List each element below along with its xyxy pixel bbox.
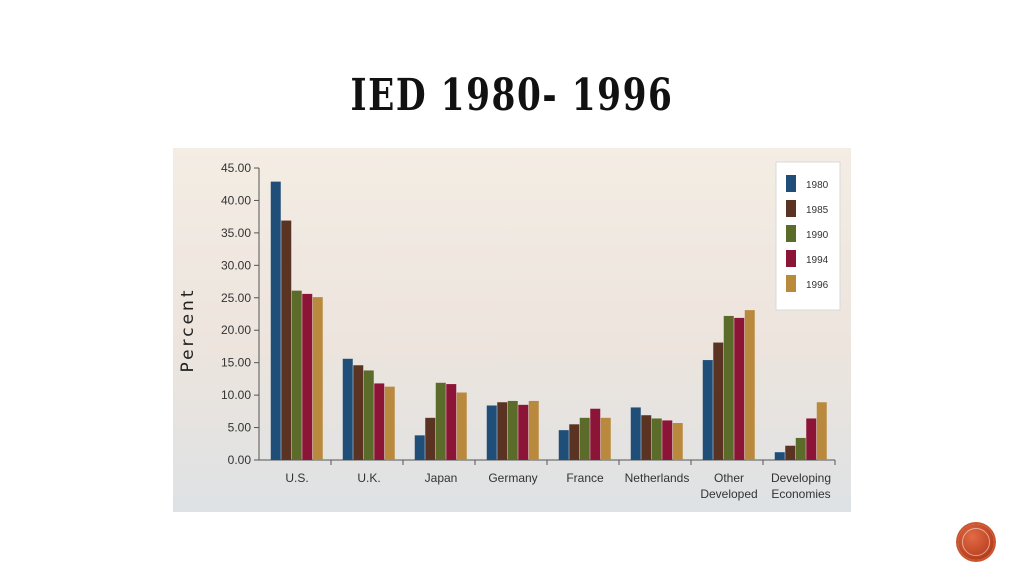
bar [662,420,673,460]
bar [363,370,374,460]
bar [302,293,313,460]
bar [414,435,425,460]
y-tick-label: 0.00 [228,453,252,467]
x-axis: U.S. U.K. Japan Germany France Netherlands Oth… [259,459,836,501]
bar [342,358,353,460]
legend-swatch [786,200,796,217]
page-number-badge [958,524,994,560]
legend-swatch [786,275,796,292]
bar [641,415,652,460]
x-category-label: U.S. [285,471,308,485]
bar [806,418,817,460]
y-axis-label: Percent [178,288,198,373]
y-tick-label: 5.00 [228,421,252,435]
bar [672,423,683,460]
y-tick-label: 10.00 [221,388,251,402]
legend-label: 1990 [806,230,829,241]
bar [590,408,601,460]
x-category-label: Developed [700,487,757,501]
bar [374,383,385,460]
bar [785,445,796,460]
bar [446,384,457,460]
bar [518,404,529,460]
legend-label: 1980 [806,180,829,191]
bar [713,342,724,460]
bar [734,317,745,460]
bar [795,437,806,460]
y-axis: 0.00 5.00 10.00 15.00 20.00 25.00 30.00 35.00 40… [221,161,260,467]
y-tick-label: 25.00 [221,291,251,305]
y-tick-label: 40.00 [221,193,251,207]
y-tick-label: 15.00 [221,356,251,370]
bar-chart: 0.00 5.00 10.00 15.00 20.00 25.00 30.00 35.00 40… [178,161,841,501]
legend-swatch [786,175,796,192]
legend-swatch [786,225,796,242]
bar [702,360,713,460]
chart-panel: 0.00 5.00 10.00 15.00 20.00 25.00 30.00 35.00 40… [173,148,851,512]
bar [816,402,827,460]
x-category-label: Economies [771,487,830,501]
bar [744,310,755,460]
x-category-label: Developing [771,471,831,485]
x-category-label: Germany [488,471,537,485]
bar [723,315,734,460]
bar [353,365,364,460]
legend-label: 1994 [806,255,829,266]
x-category-label: U.K. [357,471,380,485]
bar [312,297,323,460]
bar [497,402,508,460]
bar [486,405,497,460]
legend-label: 1985 [806,205,829,216]
slide-title: IED 1980- 1996 [350,70,674,121]
x-category-label: Netherlands [625,471,690,485]
x-category-label: Other [714,471,744,485]
x-category-label: France [566,471,604,485]
legend: 1980 1985 1990 1994 1996 [775,161,841,311]
y-tick-label: 35.00 [221,226,251,240]
y-tick-label: 30.00 [221,258,251,272]
bar [456,392,467,460]
bar [651,418,662,460]
bar [630,407,641,460]
bar [528,400,539,460]
legend-swatch [786,250,796,267]
x-category-label: Japan [425,471,458,485]
bar [425,417,436,460]
page-number-badge-ring [962,528,990,556]
bar [270,181,281,461]
legend-label: 1996 [806,280,829,291]
bar [774,452,785,460]
y-tick-label: 45.00 [221,161,251,175]
bar [281,220,292,460]
y-tick-label: 20.00 [221,323,251,337]
bar [579,417,590,460]
bar [558,430,569,460]
bar [600,417,611,460]
bar-series-group [270,181,827,461]
bar [384,386,395,460]
bar [569,424,580,460]
bar [291,290,302,460]
bar [435,382,446,460]
bar [507,400,518,460]
